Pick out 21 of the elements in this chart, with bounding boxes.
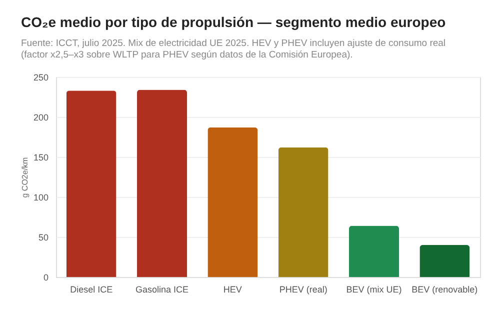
- bar: [66, 90, 116, 277]
- y-axis-title: g CO2e/km: [20, 156, 30, 198]
- y-tick-label: 100: [33, 192, 48, 202]
- chart-subtitle: Fuente: ICCT, julio 2025. Mix de electricidad UE 2025. HEV y PHEV incluyen ajuste de consumo real (factor x2,5–x3 sobre WLTP para PHEV según datos de la Comisión Europea).: [20, 38, 446, 60]
- x-tick-label: HEV: [223, 284, 242, 294]
- x-tick-label: BEV (renovable): [412, 284, 478, 294]
- chart-title: CO₂e medio por tipo de propulsión — segmento medio europeo: [20, 14, 446, 30]
- bar: [137, 90, 187, 277]
- x-tick-label: PHEV (real): [279, 284, 328, 294]
- x-tick-label: Diesel ICE: [70, 284, 113, 294]
- y-tick-label: 250: [33, 72, 48, 82]
- x-tick-label: BEV (mix UE): [346, 284, 402, 294]
- y-tick-label: 0: [43, 272, 48, 282]
- bar: [349, 226, 399, 277]
- x-tick-label: Gasolina ICE: [135, 284, 189, 294]
- bar: [420, 245, 470, 277]
- y-tick-label: 50: [38, 232, 48, 242]
- bar: [278, 147, 328, 277]
- y-tick-label: 150: [33, 152, 48, 162]
- bar: [208, 127, 258, 277]
- y-tick-label: 200: [33, 112, 48, 122]
